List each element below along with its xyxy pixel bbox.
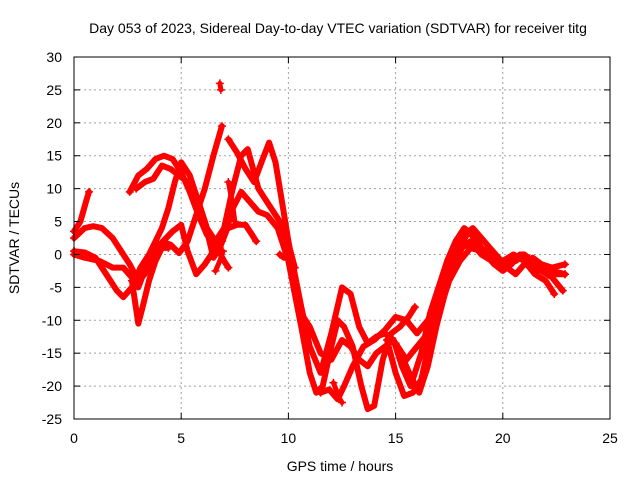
x-tick-label: 10 bbox=[281, 430, 297, 446]
series-15-trace bbox=[225, 221, 260, 245]
y-tick-label: 5 bbox=[54, 214, 62, 230]
series-7-point bbox=[410, 303, 419, 312]
series-18-point bbox=[224, 178, 233, 187]
plot-frame bbox=[73, 56, 611, 420]
series-1-trace bbox=[71, 188, 92, 235]
y-tick-label: -10 bbox=[42, 312, 62, 328]
series-14-point bbox=[219, 247, 228, 256]
y-tick-label: 25 bbox=[46, 82, 62, 98]
series-11-point bbox=[383, 336, 392, 345]
y-tick-label: -15 bbox=[42, 345, 62, 361]
series-11-point bbox=[560, 270, 569, 279]
series-6-point bbox=[224, 263, 233, 272]
series-14-trace bbox=[213, 248, 226, 274]
y-tick-label: 30 bbox=[46, 49, 62, 65]
series-17-point bbox=[290, 263, 299, 272]
series-16-point bbox=[329, 378, 338, 387]
y-tick-label: -20 bbox=[42, 378, 62, 394]
series-7-trace bbox=[133, 162, 418, 413]
series-2-point bbox=[217, 122, 226, 131]
series-18-trace bbox=[225, 179, 238, 224]
series-15-point bbox=[252, 237, 261, 246]
series-14-point bbox=[211, 266, 220, 275]
x-tick-label: 0 bbox=[70, 430, 78, 446]
series-10-point bbox=[560, 260, 569, 269]
y-tick-label: 10 bbox=[46, 181, 62, 197]
series-8-point bbox=[558, 286, 567, 295]
x-axis-label: GPS time / hours bbox=[287, 458, 394, 474]
series-8-point bbox=[224, 135, 233, 144]
series-6-trace bbox=[126, 152, 232, 271]
series-17-point bbox=[275, 250, 284, 259]
series-15-point bbox=[224, 224, 233, 233]
series-17-trace bbox=[276, 248, 298, 271]
y-tick-label: 0 bbox=[54, 246, 62, 262]
series-1-point bbox=[85, 187, 94, 196]
y-tick-label: -5 bbox=[50, 279, 63, 295]
series-5-trace bbox=[128, 244, 172, 327]
series-12-point bbox=[391, 339, 400, 348]
axis-ticks: 0 5 10 15 20 25 -25 -20 -15 -10 -5 0 5 10 15 20 25 30 bbox=[42, 49, 618, 446]
series-11-trace bbox=[384, 225, 568, 399]
y-tick-label: -25 bbox=[42, 411, 62, 427]
series-10-point bbox=[316, 388, 325, 397]
series-6-point bbox=[125, 187, 134, 196]
series-13-point bbox=[215, 79, 224, 88]
series-16-point bbox=[338, 398, 346, 407]
series-13-point bbox=[216, 85, 225, 94]
y-axis-label: SDTVAR / TECUs bbox=[6, 182, 22, 294]
data-series bbox=[70, 79, 569, 413]
x-tick-label: 15 bbox=[388, 430, 404, 446]
chart-title: Day 053 of 2023, Sidereal Day-to-day VTE… bbox=[89, 20, 587, 36]
series-18-point bbox=[230, 217, 239, 226]
x-tick-label: 5 bbox=[177, 430, 185, 446]
y-tick-label: 15 bbox=[46, 148, 62, 164]
series-5-point bbox=[127, 276, 136, 285]
series-12-point bbox=[550, 289, 559, 298]
series-5-point bbox=[164, 243, 173, 252]
x-tick-label: 20 bbox=[495, 430, 511, 446]
series-4-trace bbox=[71, 221, 225, 291]
series-7-point bbox=[132, 184, 141, 193]
series-12-trace bbox=[392, 244, 558, 363]
x-tick-label: 25 bbox=[602, 430, 618, 446]
y-tick-label: 20 bbox=[46, 115, 62, 131]
